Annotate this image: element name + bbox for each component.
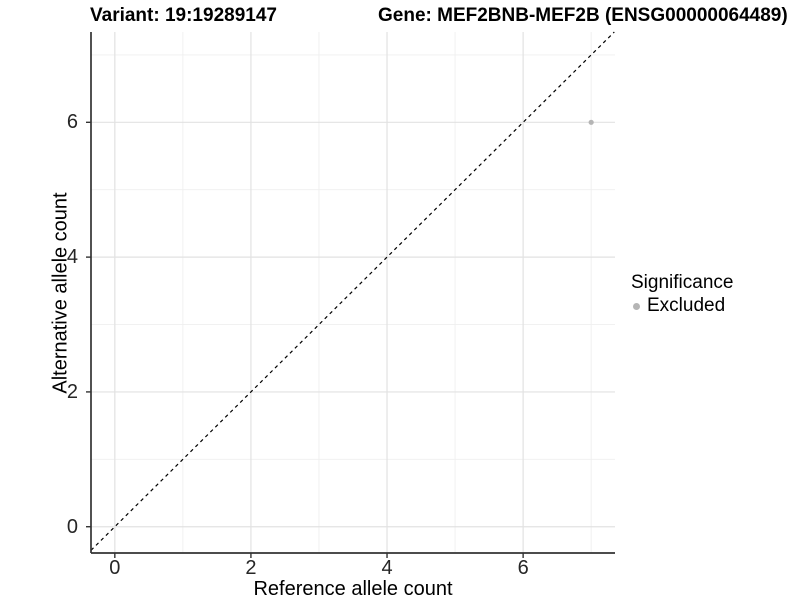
- x-axis-title: Reference allele count: [253, 578, 453, 600]
- legend-item-label: Excluded: [647, 295, 726, 316]
- plot-panel-svg: [86, 31, 615, 558]
- y-tick-label: 4: [66, 246, 78, 269]
- y-axis-title: Alternative allele count: [50, 191, 73, 394]
- x-tick-label: 0: [109, 557, 121, 579]
- legend: Significance Excluded: [631, 272, 733, 317]
- plot-title-gene: Gene: MEF2BNB-MEF2B (ENSG00000064489): [378, 5, 788, 26]
- x-tick-label: 4: [381, 557, 393, 579]
- data-point: [588, 119, 594, 125]
- plot-title-variant: Variant: 19:19289147: [90, 5, 277, 26]
- y-axis-title-box: Alternative allele count: [50, 32, 72, 553]
- y-tick-label: 6: [66, 111, 78, 134]
- legend-key-dot: [633, 302, 640, 310]
- x-tick-label: 2: [245, 557, 257, 579]
- y-tick-label: 0: [66, 515, 78, 538]
- legend-title: Significance: [631, 272, 734, 293]
- identity-reference-line: [90, 31, 615, 551]
- x-tick-label: 6: [517, 557, 529, 579]
- legend-item-excluded: Excluded: [631, 295, 733, 317]
- y-tick-label: 2: [66, 380, 78, 403]
